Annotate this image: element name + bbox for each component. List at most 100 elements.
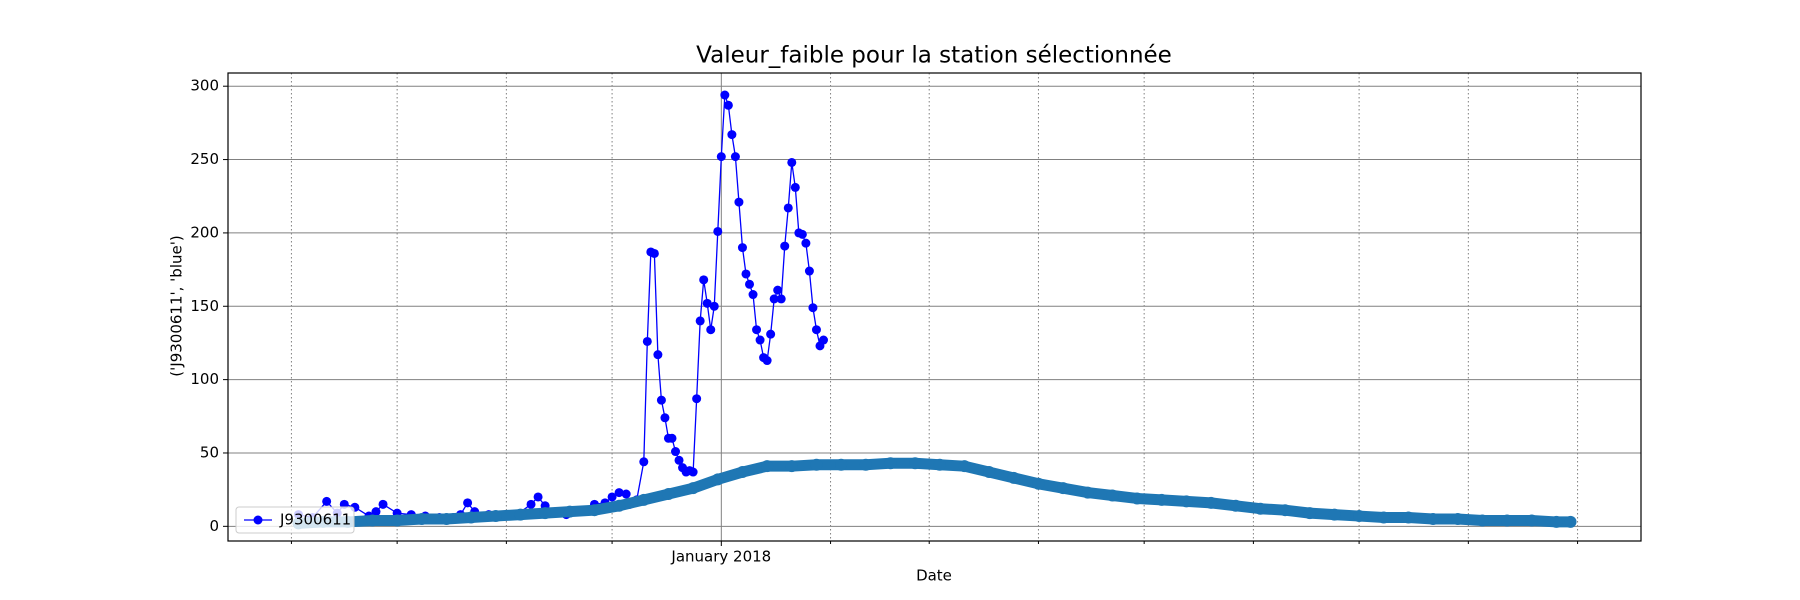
data-point	[660, 413, 670, 423]
data-point	[785, 460, 798, 473]
data-point	[727, 130, 737, 140]
chart-title: Valeur_faible pour la station sélectionn…	[696, 43, 1172, 69]
data-point	[440, 512, 453, 525]
data-point	[607, 492, 617, 502]
data-point	[748, 290, 758, 300]
data-point	[752, 325, 762, 335]
data-point	[489, 510, 502, 523]
data-point	[642, 336, 652, 346]
data-point	[780, 241, 790, 251]
data-point	[762, 356, 772, 366]
data-point	[1451, 512, 1464, 525]
data-point	[1476, 514, 1489, 527]
data-point	[639, 457, 649, 467]
data-point	[801, 238, 811, 248]
data-point	[563, 505, 576, 518]
data-point	[526, 499, 536, 509]
data-point	[1525, 514, 1538, 527]
data-point	[1155, 493, 1168, 506]
y-tick-label: 250	[190, 150, 219, 168]
y-tick-label: 50	[200, 443, 219, 461]
data-point	[656, 395, 666, 405]
data-point	[1427, 512, 1440, 525]
data-point	[808, 303, 818, 313]
data-point	[371, 507, 381, 517]
data-point	[613, 499, 626, 512]
data-point	[810, 458, 823, 471]
data-point	[1279, 504, 1292, 517]
data-point	[773, 285, 783, 295]
data-point	[687, 482, 700, 495]
data-point	[667, 433, 677, 443]
data-point	[737, 243, 747, 253]
y-tick-label: 300	[190, 77, 219, 95]
y-tick-label: 150	[190, 297, 219, 315]
data-point	[761, 460, 774, 473]
data-point	[769, 294, 779, 304]
data-point	[713, 226, 723, 236]
data-point	[790, 182, 800, 192]
data-point	[1377, 511, 1390, 524]
data-point	[1353, 510, 1366, 523]
data-point	[835, 458, 848, 471]
data-point	[692, 394, 702, 404]
data-point	[716, 152, 726, 162]
data-point	[1081, 486, 1094, 499]
legend: J9300611	[235, 506, 355, 534]
data-point	[1205, 496, 1218, 509]
data-point	[653, 350, 663, 360]
data-point	[688, 467, 698, 477]
data-point	[723, 100, 733, 110]
data-point	[745, 279, 755, 289]
data-point	[755, 335, 765, 345]
data-point	[378, 499, 388, 509]
data-point	[1057, 482, 1070, 495]
data-point	[983, 466, 996, 479]
data-point	[741, 269, 751, 279]
data-point	[783, 203, 793, 213]
data-point	[730, 152, 740, 162]
data-point	[933, 458, 946, 471]
data-point	[1550, 515, 1563, 528]
data-point	[734, 197, 744, 207]
y-tick-label: 100	[190, 370, 219, 388]
data-point	[463, 498, 473, 508]
data-point	[514, 508, 527, 521]
data-point	[621, 489, 631, 499]
y-tick-label: 0	[209, 517, 219, 535]
data-point	[1402, 511, 1415, 524]
data-point	[1501, 514, 1514, 527]
data-point	[614, 488, 624, 498]
data-point	[415, 512, 428, 525]
data-point	[1229, 499, 1242, 512]
data-point	[322, 496, 332, 506]
data-point	[819, 335, 829, 345]
data-point	[706, 325, 716, 335]
data-point	[1131, 492, 1144, 505]
data-point	[366, 514, 379, 527]
data-point	[674, 455, 684, 465]
data-point	[1007, 471, 1020, 484]
data-point	[671, 447, 681, 457]
data-point	[1032, 477, 1045, 490]
data-point	[776, 294, 786, 304]
data-point	[637, 493, 650, 506]
data-point	[811, 325, 821, 335]
data-point	[804, 266, 814, 276]
data-point	[787, 157, 797, 167]
y-axis-label: ('J9300611', 'blue')	[168, 235, 186, 376]
data-point	[533, 492, 543, 502]
data-point	[702, 298, 712, 308]
data-point	[859, 458, 872, 471]
legend-marker	[253, 515, 263, 525]
data-point	[649, 248, 659, 258]
data-point	[699, 275, 709, 285]
data-point	[391, 514, 404, 527]
data-point	[766, 329, 776, 339]
data-point	[1254, 502, 1267, 515]
legend-box	[235, 506, 355, 534]
legend-label: J9300611	[279, 511, 351, 529]
data-point	[797, 229, 807, 239]
x-tick-label: January 2018	[670, 548, 771, 566]
